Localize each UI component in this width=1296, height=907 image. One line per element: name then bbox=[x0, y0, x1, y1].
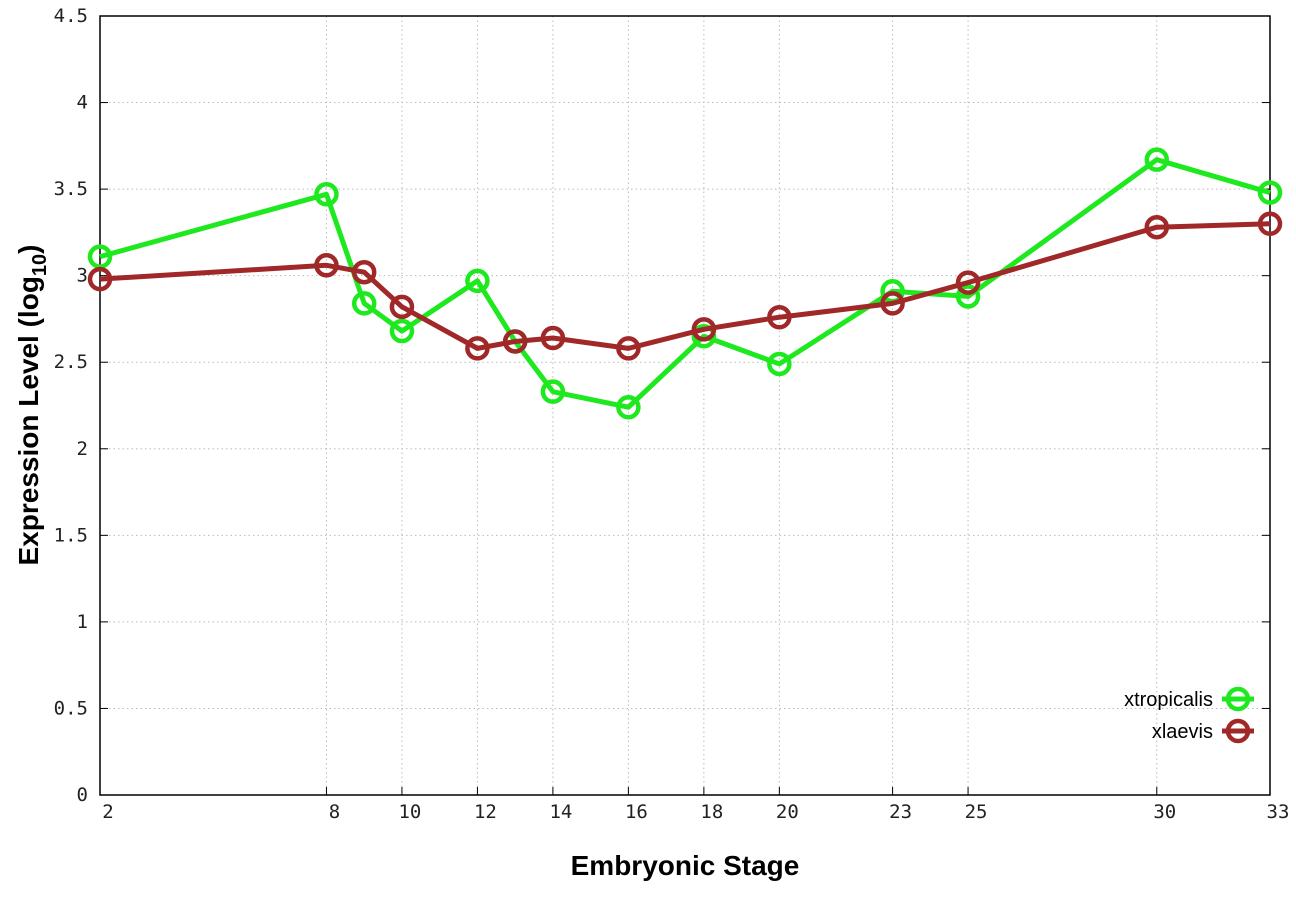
data-point bbox=[314, 253, 339, 278]
y-tick-label: 2 bbox=[77, 438, 88, 460]
data-point bbox=[1144, 147, 1170, 172]
series-xlaevis bbox=[87, 211, 1283, 361]
data-point bbox=[767, 304, 792, 330]
legend-marker bbox=[1225, 718, 1251, 744]
legend-label: xtropicalis bbox=[1124, 689, 1213, 711]
x-tick-label: 14 bbox=[549, 801, 572, 823]
series-xtropicalis bbox=[87, 147, 1283, 420]
data-point bbox=[389, 318, 415, 344]
data-point bbox=[465, 336, 490, 361]
x-axis: 2 8 10 12 14 16 18 20 23 25 30 33 bbox=[99, 787, 1290, 823]
y-tick-label: 0.5 bbox=[54, 697, 88, 719]
legend: xtropicalis xlaevis bbox=[1124, 686, 1254, 744]
x-tick-label: 2 bbox=[102, 801, 113, 823]
data-point bbox=[540, 325, 566, 351]
data-point bbox=[616, 394, 641, 420]
y-tick-label: 4 bbox=[77, 92, 88, 114]
x-axis-label: Embryonic Stage bbox=[571, 850, 800, 881]
y-axis-label: Expression Level (log10) bbox=[13, 245, 51, 566]
x-tick-label: 10 bbox=[398, 801, 421, 823]
y-tick-label: 4.5 bbox=[54, 5, 88, 27]
x-tick-label: 8 bbox=[329, 801, 340, 823]
plot-frame bbox=[99, 15, 1271, 796]
y-tick-label: 2.5 bbox=[54, 351, 88, 373]
x-tick-label: 23 bbox=[889, 801, 912, 823]
x-tick-label: 25 bbox=[965, 801, 988, 823]
y-tick-label: 3.5 bbox=[54, 178, 88, 200]
x-tick-label: 30 bbox=[1153, 801, 1176, 823]
y-tick-label: 3 bbox=[77, 265, 88, 287]
data-point bbox=[87, 266, 113, 292]
data-point bbox=[955, 284, 981, 309]
data-point bbox=[502, 329, 528, 354]
data-point bbox=[314, 182, 339, 207]
data-point bbox=[880, 291, 905, 316]
data-point bbox=[955, 270, 981, 295]
x-tick-label: 33 bbox=[1267, 801, 1290, 823]
data-point bbox=[1144, 214, 1170, 240]
data-point bbox=[465, 268, 490, 294]
legend-marker bbox=[1225, 686, 1251, 712]
data-point bbox=[351, 259, 377, 285]
data-point bbox=[389, 294, 415, 320]
data-point bbox=[1257, 211, 1283, 236]
y-axis: 0 0.5 1 1.5 2 2.5 3 3.5 4 4.5 bbox=[54, 5, 1270, 806]
x-tick-label: 20 bbox=[776, 801, 799, 823]
data-point bbox=[1257, 180, 1283, 205]
y-tick-label: 1.5 bbox=[54, 524, 88, 546]
grid bbox=[100, 16, 1270, 795]
series-line bbox=[99, 221, 1271, 351]
data-point bbox=[767, 351, 792, 377]
x-tick-label: 12 bbox=[474, 801, 497, 823]
data-point bbox=[540, 379, 566, 404]
data-point bbox=[87, 244, 113, 269]
data-point bbox=[616, 336, 641, 361]
y-tick-label: 0 bbox=[77, 784, 88, 806]
series-line bbox=[99, 157, 1271, 410]
data-point bbox=[691, 317, 717, 342]
legend-label: xlaevis bbox=[1152, 721, 1213, 743]
x-tick-label: 16 bbox=[625, 801, 648, 823]
x-tick-label: 18 bbox=[700, 801, 723, 823]
data-point bbox=[351, 291, 377, 316]
series-group bbox=[87, 147, 1283, 420]
y-tick-label: 1 bbox=[77, 611, 88, 633]
